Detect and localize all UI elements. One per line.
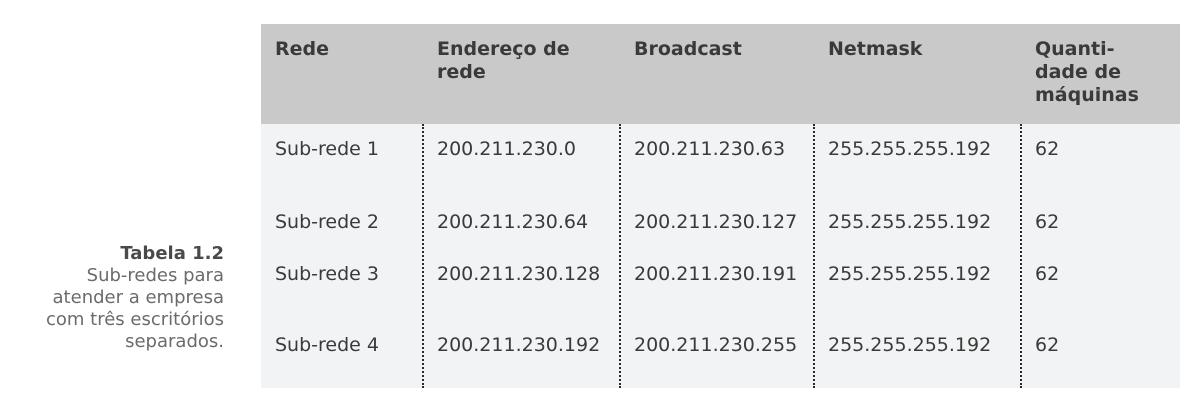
cell-quantidade: 62 <box>1035 211 1060 233</box>
cell-netmask: 255.255.255.192 <box>828 211 992 233</box>
table-body <box>261 124 1180 388</box>
header-quantidade-line: Quanti- <box>1035 38 1115 60</box>
caption-line: com três escritórios <box>45 309 224 330</box>
cell-quantidade: 62 <box>1035 138 1060 160</box>
cell-endereco: 200.211.230.128 <box>437 263 601 285</box>
header-endereco-line: rede <box>437 61 486 83</box>
cell-netmask: 255.255.255.192 <box>828 138 992 160</box>
cell-netmask: 255.255.255.192 <box>828 263 992 285</box>
caption-title: Tabela 1.2 <box>120 243 224 264</box>
table-header: Rede Endereço de rede Broadcast Netmask … <box>261 24 1180 124</box>
cell-rede: Sub-rede 1 <box>275 138 379 160</box>
cell-rede: Sub-rede 2 <box>275 211 379 233</box>
cell-quantidade: 62 <box>1035 263 1060 285</box>
column-separator <box>1020 124 1022 388</box>
header-quantidade-line: máquinas <box>1035 84 1139 106</box>
header-broadcast: Broadcast <box>634 38 742 60</box>
cell-broadcast: 200.211.230.127 <box>634 211 798 233</box>
table-caption: Tabela 1.2 Sub-redes para atender a empr… <box>24 243 224 353</box>
column-separator <box>813 124 815 388</box>
column-separator <box>422 124 424 388</box>
caption-line: atender a empresa <box>52 287 224 308</box>
header-endereco: Endereço de rede <box>437 38 570 84</box>
cell-endereco: 200.211.230.64 <box>437 211 589 233</box>
caption-line: separados. <box>125 331 224 352</box>
header-endereco-line: Endereço de <box>437 38 570 60</box>
cell-broadcast: 200.211.230.63 <box>634 138 786 160</box>
header-netmask: Netmask <box>828 38 923 60</box>
cell-quantidade: 62 <box>1035 334 1060 356</box>
header-quantidade-line: dade de <box>1035 61 1122 83</box>
cell-endereco: 200.211.230.0 <box>437 138 577 160</box>
cell-broadcast: 200.211.230.191 <box>634 263 798 285</box>
cell-rede: Sub-rede 4 <box>275 334 379 356</box>
cell-rede: Sub-rede 3 <box>275 263 379 285</box>
cell-broadcast: 200.211.230.255 <box>634 334 798 356</box>
cell-netmask: 255.255.255.192 <box>828 334 992 356</box>
cell-endereco: 200.211.230.192 <box>437 334 601 356</box>
subnet-table: Rede Endereço de rede Broadcast Netmask … <box>261 24 1180 388</box>
header-rede: Rede <box>275 38 330 60</box>
caption-line: Sub-redes para <box>86 265 224 286</box>
header-quantidade: Quanti- dade de máquinas <box>1035 38 1139 107</box>
column-separator <box>619 124 621 388</box>
